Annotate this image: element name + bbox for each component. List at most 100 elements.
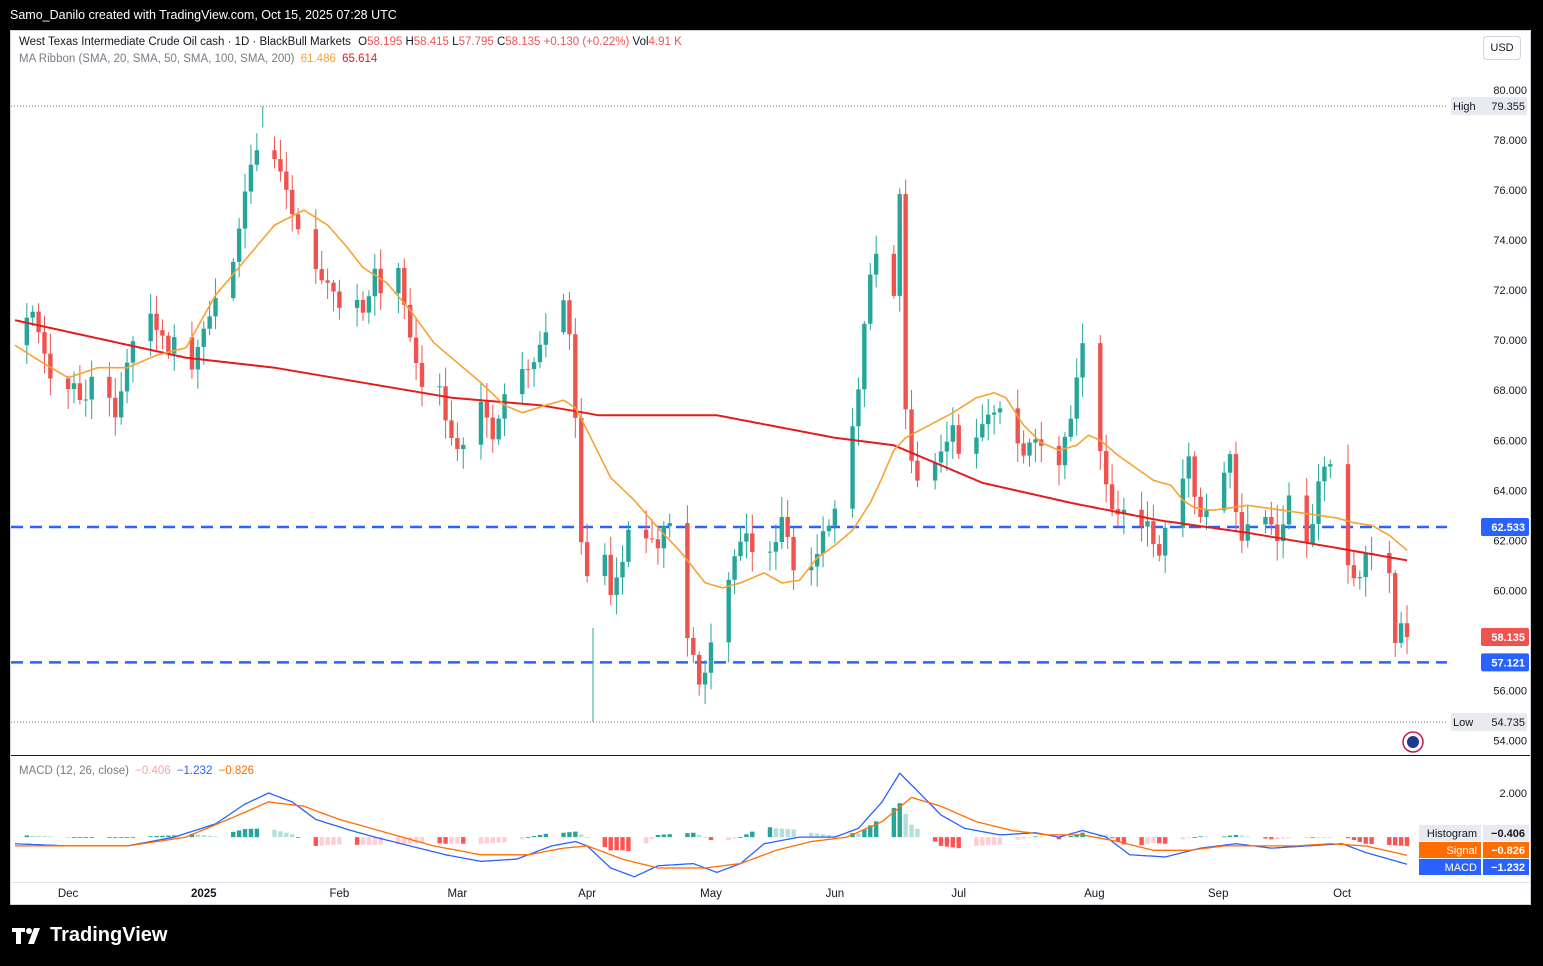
macd-hist-bar	[543, 833, 549, 838]
candle-body	[378, 268, 383, 294]
brand-text: TradingView	[50, 924, 168, 946]
macd-hist-bar	[767, 827, 773, 838]
macd-title: MACD (12, 26, close)	[19, 765, 129, 777]
low-label-bg	[1451, 713, 1527, 732]
macd-hist-bar	[956, 837, 961, 849]
price-tick-label: 70.000	[1493, 335, 1527, 347]
time-tick-label: Mar	[447, 888, 467, 900]
candle-body	[543, 332, 549, 345]
macd-hist-bar	[891, 807, 897, 838]
tradingview-logo-icon	[12, 927, 40, 944]
macd-hist-bar	[643, 837, 649, 844]
macd-hist-bar	[337, 837, 342, 845]
macd-hist-bar	[89, 837, 94, 838]
candle-body	[1328, 464, 1333, 467]
candle-body	[950, 425, 956, 442]
candle-body	[1316, 481, 1321, 524]
candle-body	[750, 533, 755, 553]
candle-body	[903, 194, 908, 410]
macd-hist-bar	[525, 837, 531, 838]
chart-frame[interactable]: 80.000 78.000 76.000 74.000 72.000 70.000 68.0…	[10, 30, 1531, 905]
macd-hist-bar	[1275, 837, 1280, 839]
macd-hist-bar	[573, 831, 578, 838]
chart-svg[interactable]: 80.000 78.000 76.000 74.000 72.000 70.000 68.0…	[11, 31, 1531, 905]
candle-body	[643, 529, 649, 539]
candle-body	[809, 566, 814, 571]
macd-tick-label: 2.000	[1499, 788, 1527, 800]
macd-hist-bar	[1115, 837, 1121, 842]
candle-body	[938, 451, 944, 463]
macd-label: MACD	[1445, 862, 1477, 874]
macd-hist-bar	[490, 837, 495, 843]
macd-hist-bar	[620, 837, 625, 851]
symbol-name: West Texas Intermediate Crude Oil cash ·…	[19, 36, 351, 48]
time-tick-label: Oct	[1333, 888, 1352, 900]
macd-hist-bar	[496, 837, 501, 843]
macd-hist-bar	[502, 837, 507, 843]
macd-hist-bar	[484, 837, 490, 844]
last-price-value: 58.135	[1491, 632, 1525, 644]
price-tick-label: 72.000	[1493, 285, 1527, 297]
candle-body	[1310, 523, 1315, 544]
candle-body	[1139, 509, 1144, 527]
candle-body	[360, 299, 366, 313]
candle-body	[1068, 418, 1073, 437]
candle-body	[1033, 439, 1038, 443]
candle-body	[284, 171, 289, 190]
candle-body	[956, 425, 961, 454]
macd-hist-bar	[248, 828, 254, 838]
macd-hist-bar	[71, 837, 77, 838]
candle-body	[83, 399, 88, 401]
macd-hist-bar	[809, 832, 814, 838]
macd-hist-bar	[932, 837, 938, 842]
candle-body	[160, 330, 165, 336]
macd-hist-bar	[1157, 837, 1162, 844]
candle-body	[873, 253, 879, 275]
candle-body	[850, 426, 855, 509]
macd-hist-bar	[24, 835, 29, 838]
macd-hist-bar	[602, 837, 608, 848]
candle-body	[791, 536, 796, 571]
candle-body	[767, 551, 773, 553]
macd-hist-bar	[461, 837, 466, 844]
low-label: Low	[1453, 717, 1473, 729]
macd-signal-line	[15, 796, 1408, 869]
price-tick-label: 62.000	[1493, 535, 1527, 547]
macd-hist-bar	[1027, 837, 1032, 838]
candle-body	[313, 229, 319, 270]
currency-button[interactable]: USD	[1483, 36, 1521, 60]
macd-hist-bar	[107, 837, 112, 838]
price-tick-label: 80.000	[1493, 85, 1527, 97]
attribution-text: Samo_Danilo created with TradingView.com…	[10, 8, 397, 22]
macd-hist-bar	[584, 837, 590, 838]
candle-body	[48, 353, 53, 379]
macd-hist-bar	[154, 836, 159, 838]
tradingview-logo[interactable]: TradingView	[12, 924, 167, 947]
candle-body	[520, 369, 525, 395]
macd-hist-bar	[750, 831, 755, 838]
macd-hist-bar	[938, 837, 944, 846]
candle-body	[649, 538, 655, 540]
candle-body	[231, 261, 236, 299]
macd-hist-bar	[997, 837, 1003, 845]
candle-body	[1221, 472, 1227, 511]
macd-hist-bar	[278, 831, 283, 838]
candle-body	[868, 274, 873, 324]
candle-body	[1192, 456, 1197, 497]
price-tick-label: 64.000	[1493, 485, 1527, 497]
macd-hist-bar	[124, 837, 130, 838]
macd-hist-bar	[779, 828, 784, 838]
macd-hist-bar	[354, 837, 360, 845]
macd-hist-bar	[65, 837, 71, 838]
macd-hist-bar	[48, 836, 53, 838]
macd-hist-bar	[1387, 837, 1392, 845]
candle-body	[862, 323, 867, 390]
candle-body	[997, 408, 1003, 413]
candle-body	[407, 304, 413, 338]
candle-body	[42, 332, 47, 354]
macd-hist-bar	[1192, 837, 1197, 838]
macd-hist-bar	[1068, 836, 1073, 838]
candle-body	[1062, 436, 1068, 466]
candle-body	[148, 313, 153, 342]
macd-hist-bar	[897, 803, 902, 838]
